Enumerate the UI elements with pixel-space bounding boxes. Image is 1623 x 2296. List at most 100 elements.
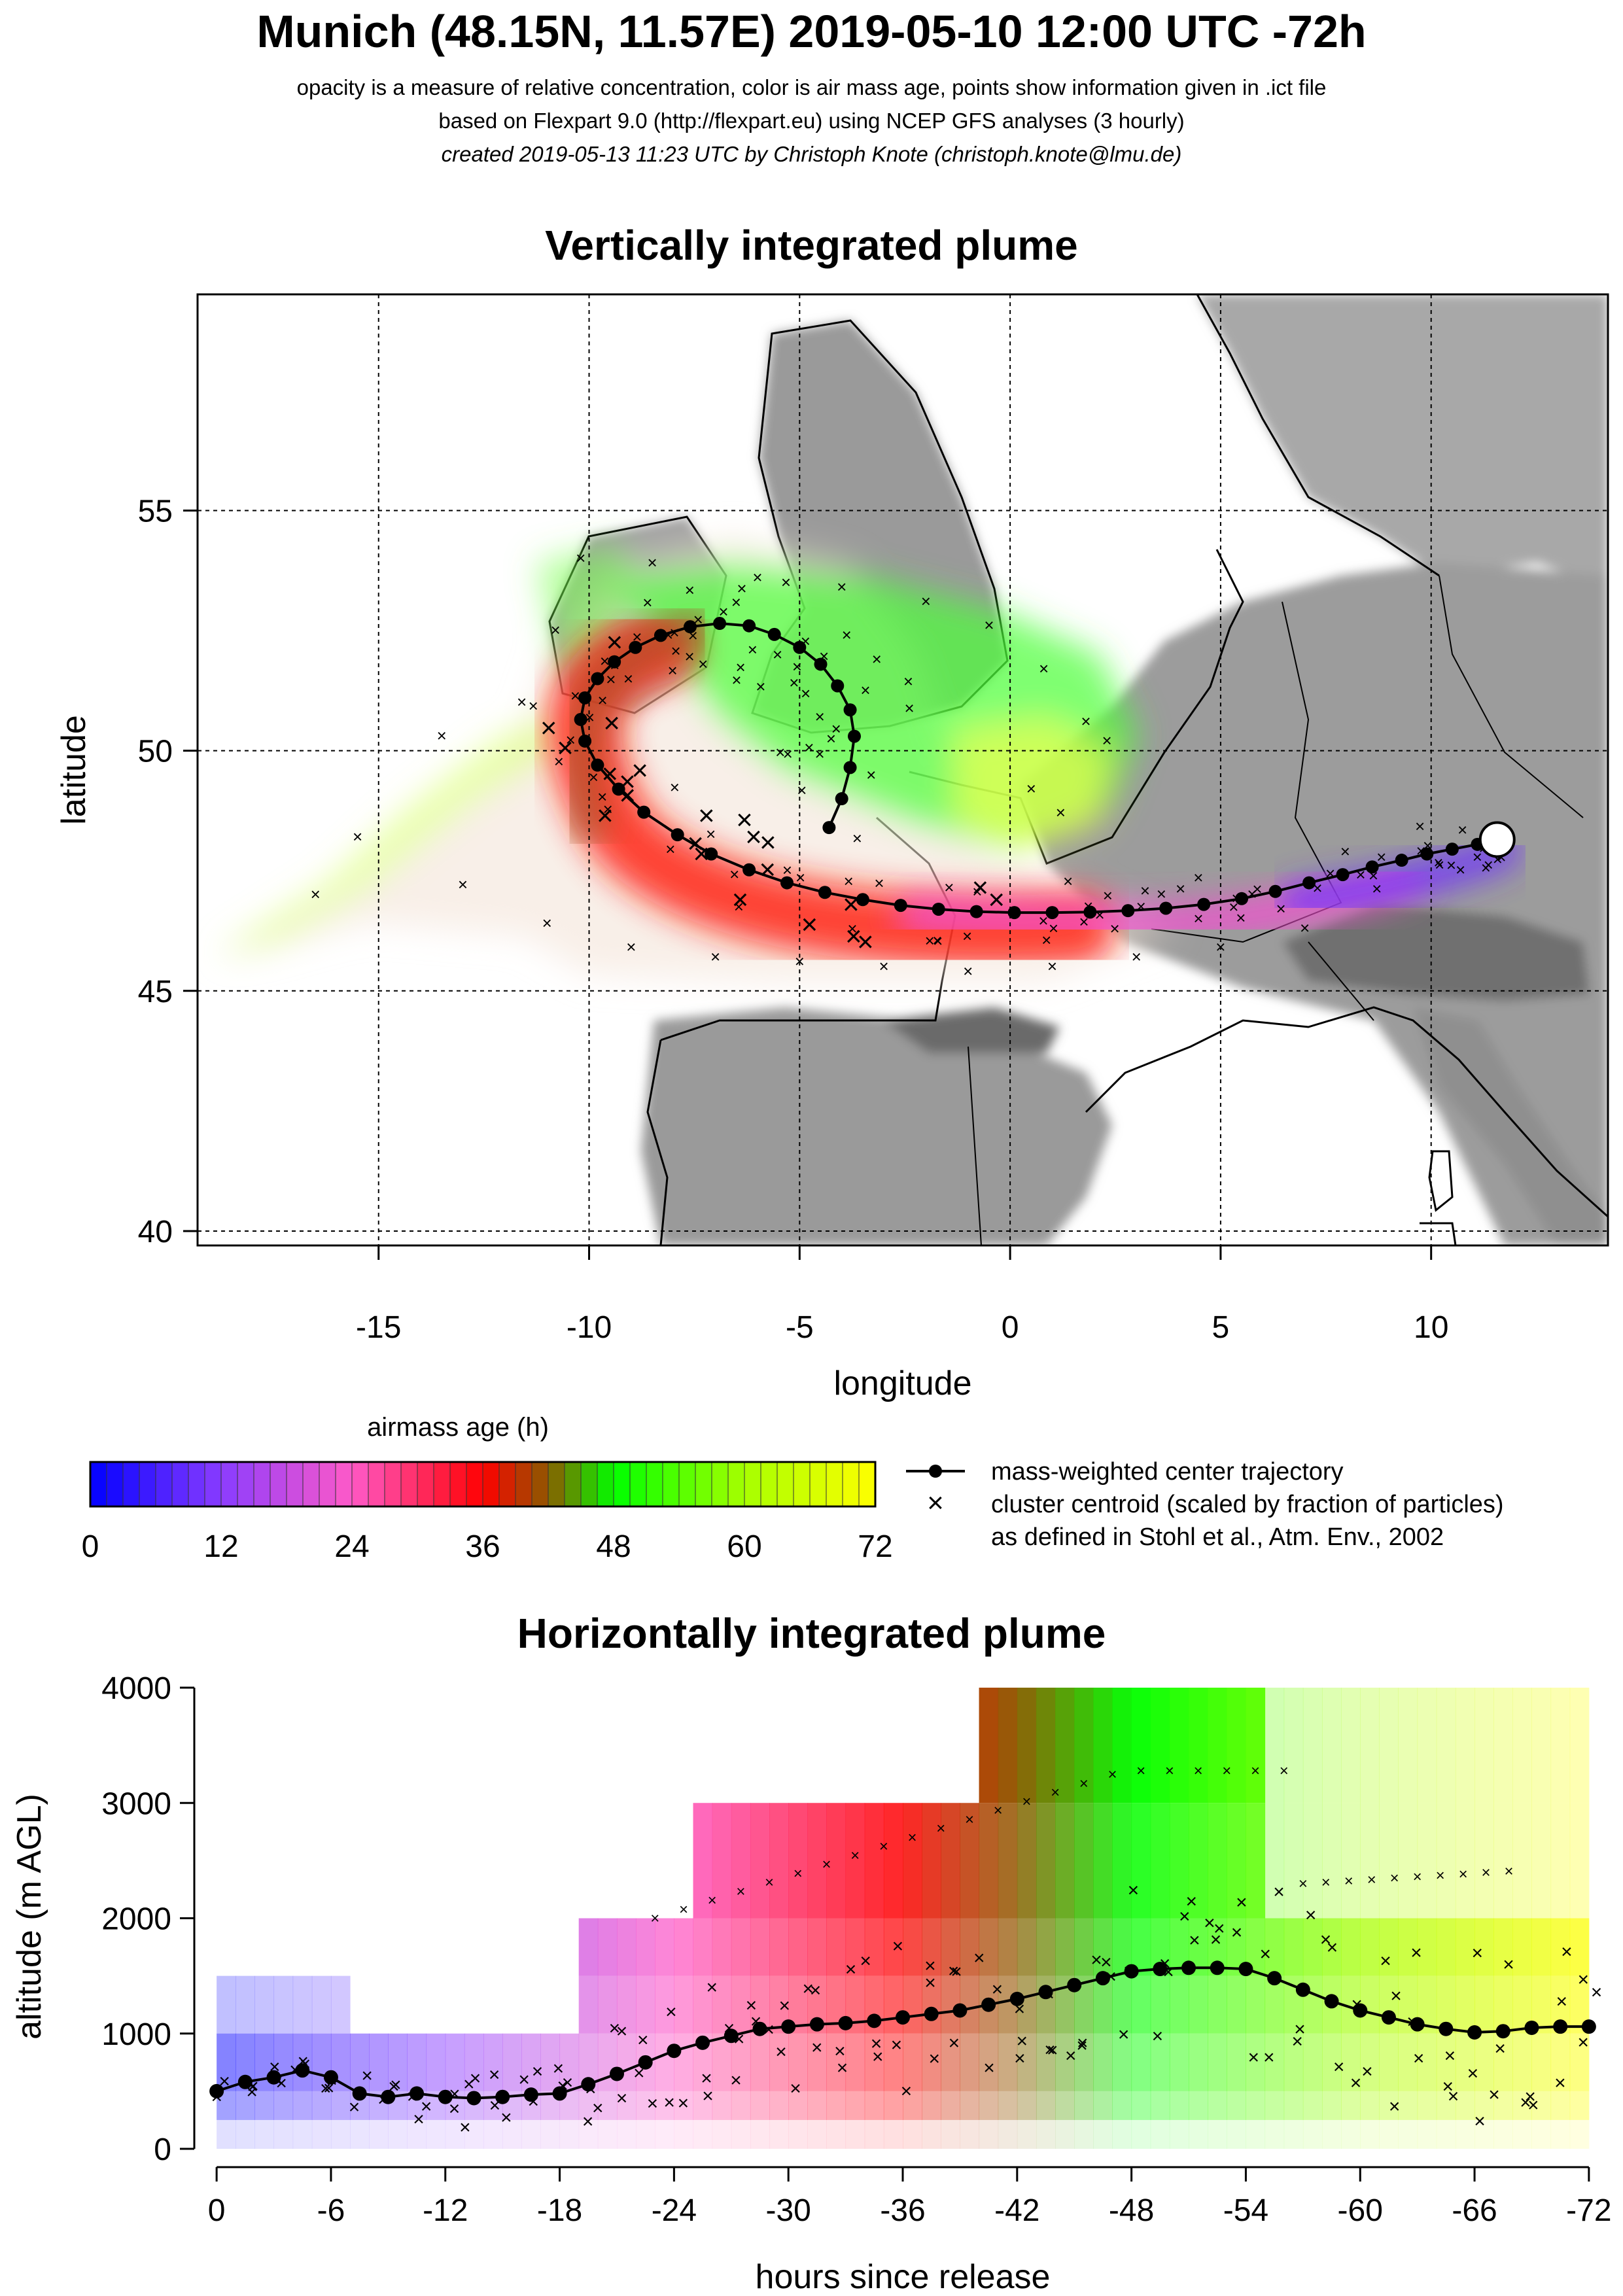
altitude-cluster-centroid: ×: [1482, 1864, 1491, 1882]
map-trajectory-point: [814, 657, 828, 671]
altitude-band-cell: [1493, 1975, 1513, 2034]
altitude-cluster-centroid: ×: [1367, 1871, 1376, 1888]
altitude-cluster-centroid: ×: [811, 2037, 823, 2059]
altitude-trajectory-point: [724, 2028, 739, 2044]
colorbar-segment: [629, 1461, 647, 1507]
altitude-cluster-centroid: ×: [1591, 1982, 1603, 2004]
map-trajectory-point: [843, 703, 857, 717]
map-cluster-centroid: ×: [756, 677, 765, 697]
colorbar-segment: [826, 1461, 843, 1507]
map-x-tick-label: -5: [786, 1310, 814, 1345]
altitude-band-cell: [1055, 1688, 1075, 1803]
map-cluster-centroid: ×: [1433, 853, 1443, 873]
altitude-band-cell: [960, 2091, 980, 2120]
colorbar-segment: [597, 1461, 614, 1507]
altitude-cluster-centroid: ×: [908, 1829, 917, 1847]
colorbar-ticks: 0 12 24 36 48 60 72: [82, 1529, 893, 1564]
altitude-band-cell: [1379, 1688, 1399, 1803]
altitude-band-cell: [426, 2119, 446, 2149]
altitude-band-cell: [1017, 1918, 1037, 1976]
altitude-band-cell: [1302, 2091, 1323, 2120]
map-cluster-centroid: ×: [972, 882, 982, 901]
altitude-band-cell: [1036, 2119, 1056, 2149]
altitude-band-cell: [559, 2033, 580, 2091]
altitude-band-cell: [1208, 2033, 1227, 2091]
altitude-band-cell: [1189, 1803, 1208, 1919]
map-cluster-centroid: ×: [1094, 905, 1104, 925]
colorbar-segment: [842, 1461, 860, 1507]
map-cluster-centroid: ×: [795, 952, 805, 971]
colorbar-segment: [270, 1461, 287, 1507]
map-cluster-centroid: ×: [1103, 886, 1113, 905]
map-cluster-centroid: ×: [781, 572, 791, 592]
map-cluster-centroid: ×: [1026, 778, 1036, 798]
altitude-band-cell: [1169, 2091, 1189, 2120]
altitude-band-cell: [1436, 2033, 1456, 2091]
altitude-band-cell: [1093, 2119, 1113, 2149]
colorbar-segment: [449, 1461, 467, 1507]
colorbar-segment: [548, 1461, 565, 1507]
altitude-cluster-centroid: ×: [582, 2111, 594, 2132]
map-cluster-centroid: ×: [566, 730, 576, 750]
altitude-band-cell: [788, 2119, 808, 2149]
altitude-band-cell: [1036, 2033, 1056, 2091]
colorbar-segment: [809, 1461, 827, 1507]
altitude-band-cell: [864, 2091, 884, 2120]
altitude-y-tick-label: 2000: [101, 1902, 171, 1937]
map-cluster-centroid: ×: [1252, 879, 1262, 899]
altitude-band-cell: [807, 1918, 827, 1976]
legend-trajectory-dot: [929, 1465, 942, 1478]
altitude-band-cell: [1341, 1688, 1361, 1803]
map-panel-title: Vertically integrated plume: [545, 222, 1078, 269]
map-trajectory-point: [683, 620, 697, 634]
altitude-cluster-centroid: ×: [1251, 1762, 1260, 1780]
altitude-cluster-centroid: ×: [802, 1978, 814, 2000]
altitude-band-cell: [674, 2119, 694, 2149]
altitude-band-cell: [998, 1918, 1018, 1976]
altitude-band-cell: [1531, 2033, 1552, 2091]
altitude-band-cell: [941, 1918, 960, 1976]
altitude-band-cell: [1093, 2033, 1113, 2091]
map-cluster-centroid: ×: [693, 838, 710, 870]
altitude-band-cell: [788, 1918, 808, 1976]
altitude-trajectory-point: [838, 2015, 853, 2030]
altitude-band-cell: [1417, 2033, 1437, 2091]
altitude-band-cell: [693, 1975, 713, 2034]
map-trajectory-point: [629, 640, 642, 654]
map-cluster-centroid: ×: [1136, 897, 1146, 916]
altitude-cluster-centroid: ×: [1152, 2026, 1164, 2047]
map-cluster-centroid: ×: [603, 799, 613, 819]
altitude-band-cell: [1131, 1975, 1151, 2034]
altitude-trajectory-point: [667, 2044, 682, 2059]
altitude-band-cell: [254, 2091, 275, 2120]
map-cluster-centroid: ×: [860, 680, 870, 700]
map-trajectory-point: [969, 905, 983, 918]
colorbar-title: airmass age (h): [367, 1413, 549, 1442]
map-cluster-centroid: ×: [353, 827, 362, 846]
altitude-band-cell: [1283, 1803, 1304, 1919]
altitude-trajectory-point: [1181, 1960, 1196, 1975]
map-cluster-centroid: ×: [745, 821, 762, 853]
altitude-trajectory-point: [1524, 2020, 1539, 2035]
altitude-band-cell: [1436, 2091, 1456, 2120]
altitude-trajectory-point: [466, 2091, 481, 2106]
altitude-band-cell: [693, 2119, 713, 2149]
colorbar-segment: [433, 1461, 451, 1507]
map-cluster-centroid: ×: [879, 956, 888, 976]
release-point-marker: [1478, 821, 1516, 858]
altitude-band-cell: [750, 2119, 770, 2149]
altitude-band-cell: [273, 2119, 294, 2149]
altitude-cluster-centroid: ×: [1179, 1905, 1191, 1927]
altitude-band-cell: [1302, 1688, 1323, 1803]
altitude-band-cell: [217, 1975, 236, 2034]
colorbar-segment: [662, 1461, 680, 1507]
legend-cluster-note: as defined in Stohl et al., Atm. Env., 2…: [991, 1523, 1444, 1551]
map-cluster-centroid: ×: [804, 738, 814, 757]
altitude-cluster-centroid: ×: [1204, 1912, 1215, 1934]
altitude-trajectory-point: [1324, 1994, 1339, 2009]
altitude-trajectory-point: [581, 2077, 596, 2092]
map-trajectory-point: [742, 863, 756, 877]
altitude-band-cell: [1455, 2091, 1475, 2120]
altitude-trajectory-point: [752, 2021, 767, 2036]
altitude-trajectory-point: [1038, 1985, 1053, 2000]
